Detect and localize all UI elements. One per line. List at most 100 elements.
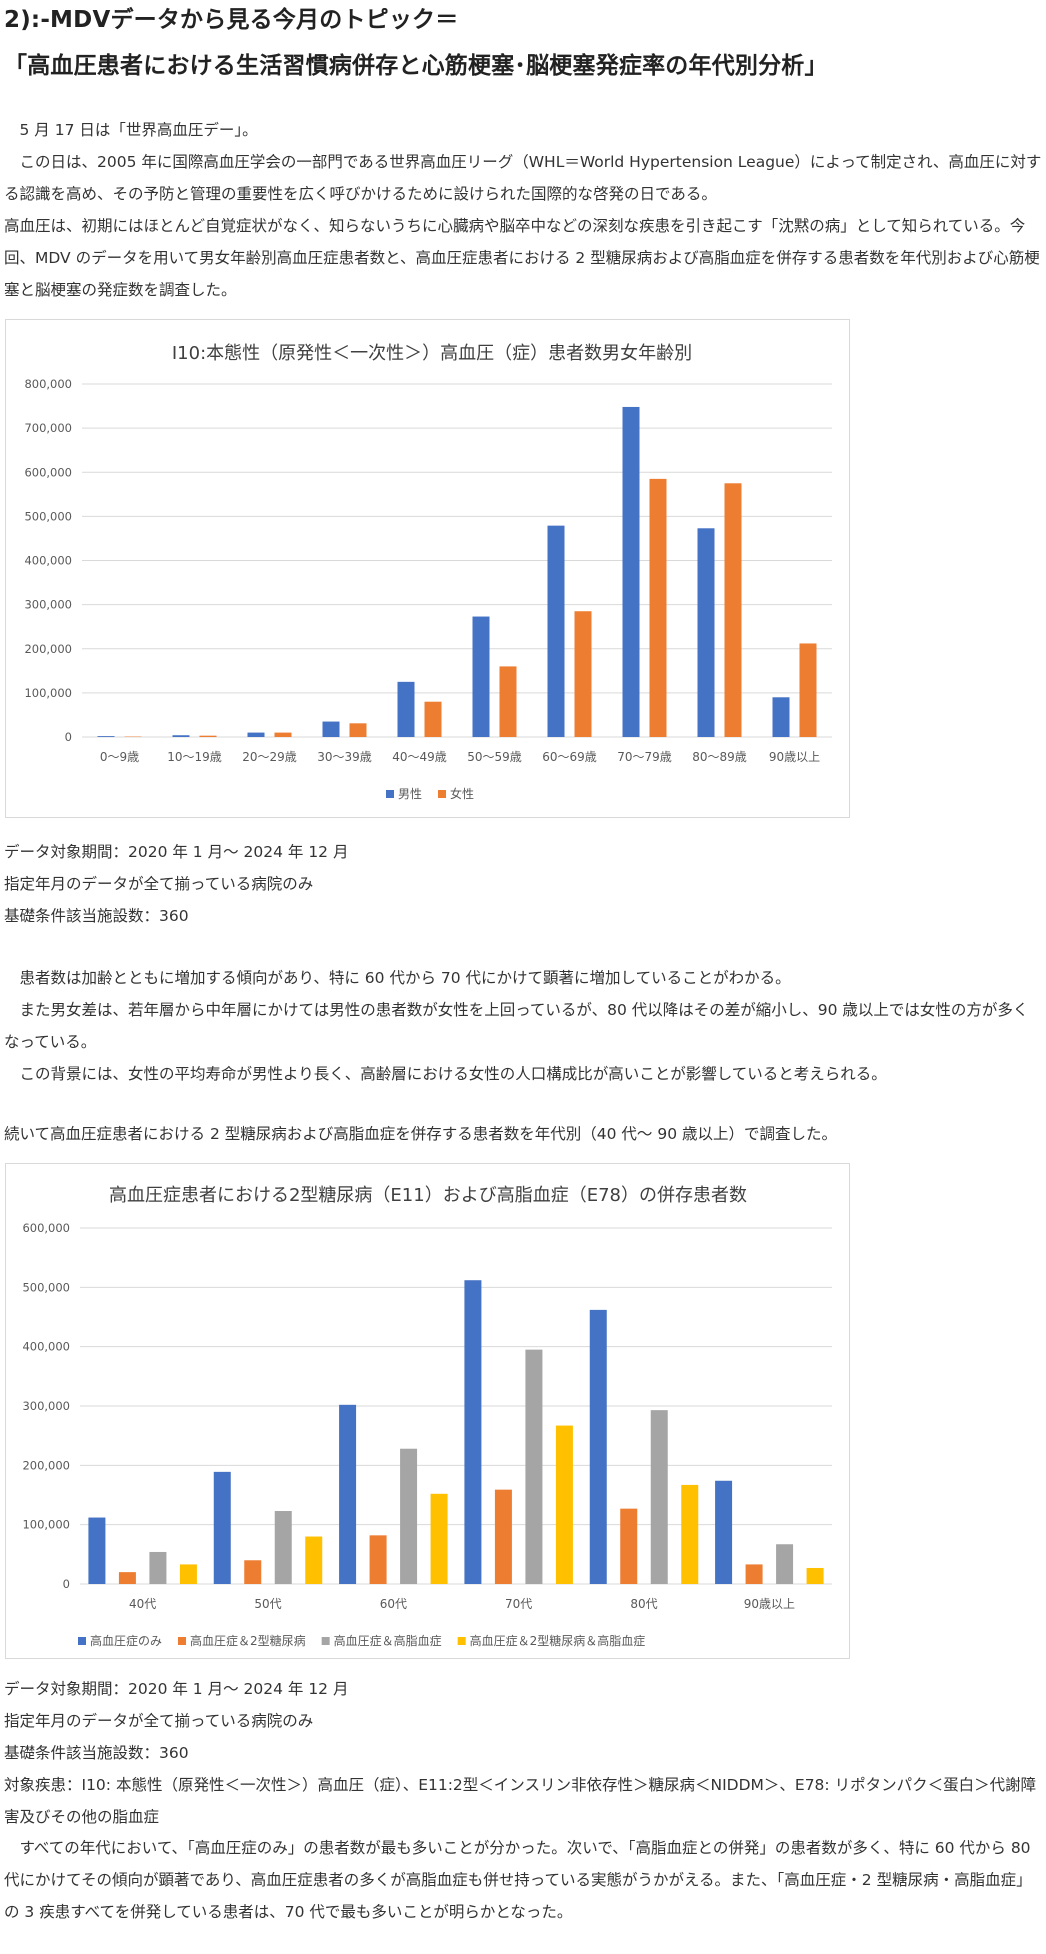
x-tick-label: 50代: [254, 1597, 281, 1611]
bar: [650, 1410, 668, 1584]
section-heading-line2: 「高血圧患者における生活習慣病併存と心筋梗塞･脳梗塞発症率の年代別分析」: [4, 53, 828, 79]
bar: [199, 735, 217, 737]
x-tick-label: 20～29歳: [242, 750, 297, 764]
chart1-note-hospitals: 指定年月のデータが全て揃っている病院のみ: [4, 875, 314, 893]
bar: [424, 701, 442, 737]
x-tick-label: 80～89歳: [692, 750, 747, 764]
bar: [244, 1560, 262, 1584]
bar: [274, 1511, 292, 1584]
bar: [339, 1404, 357, 1584]
y-tick-label: 500,000: [22, 1280, 70, 1294]
legend-swatch: [386, 790, 394, 798]
conclusion-paragraph: すべての年代において、「高血圧症のみ」の患者数が最も多いことが分かった。次いで、…: [4, 1839, 1032, 1921]
x-tick-label: 70～79歳: [617, 750, 672, 764]
bar: [806, 1567, 824, 1584]
bar: [172, 735, 190, 737]
bar: [499, 666, 517, 737]
x-tick-label: 60～69歳: [542, 750, 597, 764]
y-tick-label: 200,000: [22, 1458, 70, 1472]
chart2-notes: データ対象期間：2020 年 1 月～ 2024 年 12 月 指定年月のデータ…: [4, 1673, 1042, 1833]
x-tick-label: 0～9歳: [100, 750, 139, 764]
bar: [724, 483, 742, 737]
x-tick-label: 10～19歳: [167, 750, 222, 764]
y-tick-label: 400,000: [24, 554, 72, 568]
bar: [400, 1448, 418, 1584]
bar: [525, 1349, 543, 1584]
bar: [430, 1493, 448, 1584]
chart-title: I10:本態性（原発性＜一次性＞）高血圧（症）患者数男女年齢別: [172, 343, 692, 364]
chart2-container: 高血圧症患者における2型糖尿病（E11）および高脂血症（E78）の併存患者数 0 1…: [5, 1163, 850, 1659]
bar: [464, 1280, 482, 1584]
y-tick-label: 400,000: [22, 1340, 70, 1354]
bar: [397, 681, 415, 737]
chart2-note-hospitals: 指定年月のデータが全て揃っている病院のみ: [4, 1712, 314, 1730]
x-tick-label: 70代: [505, 1597, 532, 1611]
bar: [179, 1564, 197, 1584]
legend-swatch: [457, 1637, 466, 1645]
bar: [247, 732, 265, 737]
bar: [715, 1480, 733, 1584]
section-heading-line1: 2):-MDVデータから見る今月のトピック＝: [4, 7, 459, 33]
legend-swatch: [78, 1637, 86, 1645]
x-tick-label: 80代: [630, 1597, 657, 1611]
bar: [681, 1484, 699, 1584]
chart1-note-facilities: 基礎条件該当施設数：360: [4, 907, 189, 925]
chart1: I10:本態性（原発性＜一次性＞）高血圧（症）患者数男女年齢別 0 100,000 2…: [24, 343, 832, 801]
y-tick-label: 300,000: [24, 598, 72, 612]
bar: [494, 1489, 512, 1584]
bar: [745, 1564, 763, 1584]
analysis1-paragraph: 患者数は加齢とともに増加する傾向があり、特に 60 代から 70 代にかけて顕著…: [4, 962, 1042, 1090]
chart1-container: I10:本態性（原発性＜一次性＞）高血圧（症）患者数男女年齢別 0 100,000 2…: [5, 319, 850, 818]
chart1-note-period: データ対象期間：2020 年 1 月～ 2024 年 12 月: [4, 843, 349, 861]
x-tick-label: 40代: [129, 1597, 156, 1611]
bar: [776, 1544, 794, 1584]
x-tick-label: 30～39歳: [317, 750, 372, 764]
bar: [149, 1551, 167, 1584]
legend-label: 高血圧症のみ: [90, 1633, 162, 1648]
y-tick-label: 100,000: [22, 1518, 70, 1532]
intro2-paragraph: 続いて高血圧症患者における 2 型糖尿病および高脂血症を併存する患者数を年代別（…: [4, 1125, 837, 1143]
bar: [322, 721, 340, 737]
intro-paragraph: 5 月 17 日は「世界高血圧デー」。 この日は、2005 年に国際高血圧学会の…: [4, 114, 1042, 306]
chart1-notes: データ対象期間：2020 年 1 月～ 2024 年 12 月 指定年月のデータ…: [4, 836, 1042, 932]
x-tick-label: 40～49歳: [392, 750, 447, 764]
chart2-note-period: データ対象期間：2020 年 1 月～ 2024 年 12 月: [4, 1680, 349, 1698]
intro-line-3: 高血圧は、初期にはほとんど自覚症状がなく、知らないうちに心臓病や脳卒中などの深刻…: [4, 217, 1040, 299]
bar: [274, 732, 292, 737]
legend-swatch: [321, 1637, 330, 1645]
y-tick-label: 200,000: [24, 642, 72, 656]
y-tick-label: 700,000: [24, 421, 72, 435]
y-tick-label: 0: [65, 730, 72, 744]
x-tick-label: 90歳以上: [744, 1597, 795, 1611]
bar: [305, 1536, 323, 1584]
y-tick-label: 600,000: [22, 1221, 70, 1235]
bar: [547, 525, 565, 737]
legend-swatch: [438, 790, 447, 798]
chart2-note-facilities: 基礎条件該当施設数：360: [4, 1744, 189, 1762]
bar: [649, 478, 667, 737]
intro-line-2: この日は、2005 年に国際高血圧学会の一部門である世界高血圧リーグ（WHL＝W…: [4, 153, 1042, 203]
chart-title: 高血圧症患者における2型糖尿病（E11）および高脂血症（E78）の併存患者数: [109, 1185, 747, 1206]
bar: [118, 1572, 136, 1584]
bar: [472, 616, 490, 737]
y-tick-label: 300,000: [22, 1399, 70, 1413]
bar: [97, 736, 115, 737]
x-tick-label: 90歳以上: [769, 750, 820, 764]
bar: [622, 406, 640, 737]
analysis1-line-2: また男女差は、若年層から中年層にかけては男性の患者数が女性を上回っているが、80…: [4, 1001, 1029, 1051]
bar: [589, 1309, 607, 1584]
y-tick-label: 100,000: [24, 686, 72, 700]
legend-label: 高血圧症＆2型糖尿病＆高脂血症: [470, 1633, 646, 1648]
analysis1-line-3: この背景には、女性の平均寿命が男性より長く、高齢層における女性の人口構成比が高い…: [4, 1065, 887, 1083]
bar: [620, 1508, 638, 1584]
bar: [349, 723, 367, 737]
chart2: 高血圧症患者における2型糖尿病（E11）および高脂血症（E78）の併存患者数 0 1…: [22, 1185, 832, 1648]
legend-label: 高血圧症＆2型糖尿病: [190, 1633, 306, 1648]
x-tick-label: 50～59歳: [467, 750, 522, 764]
legend-swatch: [178, 1637, 187, 1645]
bar: [88, 1517, 106, 1584]
bar: [555, 1425, 573, 1584]
bar: [799, 643, 817, 737]
bar: [213, 1471, 231, 1584]
legend-label: 男性: [398, 787, 422, 801]
